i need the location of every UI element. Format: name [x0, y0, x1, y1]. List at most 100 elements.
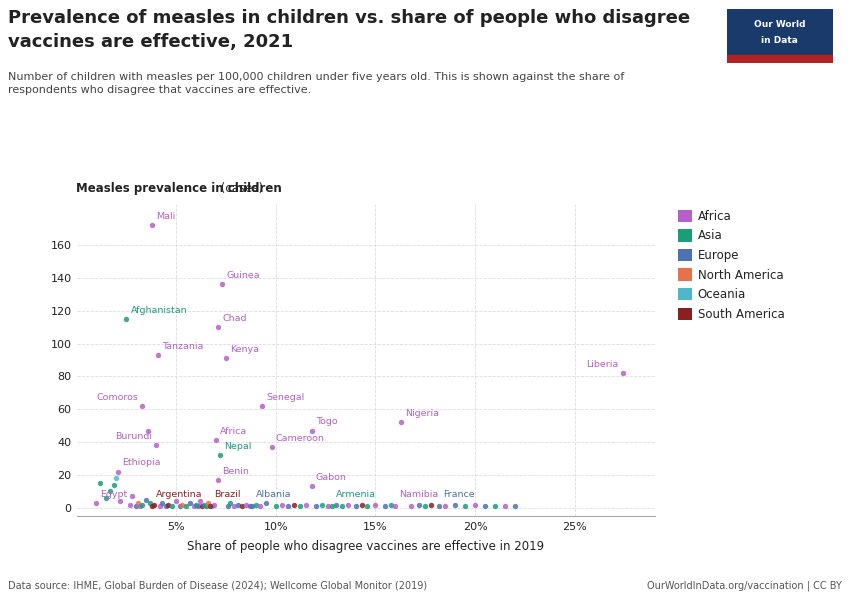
Point	[133, 502, 147, 511]
Point	[141, 426, 155, 436]
Point	[215, 280, 229, 289]
Point	[309, 502, 322, 511]
Point	[439, 502, 452, 511]
Text: Burundi: Burundi	[115, 432, 152, 441]
Text: Mali: Mali	[156, 212, 176, 221]
Text: Brazil: Brazil	[214, 490, 241, 499]
Point	[249, 500, 263, 509]
Point	[221, 502, 235, 511]
Bar	[727, 55, 833, 63]
Text: Albania: Albania	[256, 490, 292, 499]
Text: Number of children with measles per 100,000 children under five years old. This : Number of children with measles per 100,…	[8, 72, 625, 95]
Point	[227, 502, 241, 511]
Point	[104, 487, 117, 496]
Point	[449, 500, 462, 509]
Text: Cameroon: Cameroon	[276, 434, 325, 443]
Point	[468, 500, 482, 509]
Text: Kenya: Kenya	[230, 345, 259, 354]
Text: OurWorldInData.org/vaccination | CC BY: OurWorldInData.org/vaccination | CC BY	[647, 581, 842, 591]
Point	[320, 502, 334, 511]
Point	[394, 418, 408, 427]
Point	[211, 322, 224, 332]
Point	[211, 475, 224, 485]
Text: Nepal: Nepal	[224, 442, 252, 451]
Point	[293, 502, 307, 511]
Point	[201, 498, 215, 508]
Point	[314, 500, 328, 509]
Point	[245, 502, 258, 511]
Point	[169, 496, 183, 506]
Point	[190, 500, 203, 509]
Text: Ethiopia: Ethiopia	[122, 458, 161, 467]
Point	[179, 502, 193, 511]
Point	[193, 496, 207, 506]
Text: Armenia: Armenia	[336, 490, 376, 499]
Point	[197, 500, 211, 509]
Point	[147, 500, 161, 509]
Point	[239, 500, 252, 509]
Text: (cases): (cases)	[217, 182, 263, 195]
Point	[108, 480, 122, 490]
Point	[153, 502, 167, 511]
Text: Measles prevalence in children: Measles prevalence in children	[76, 182, 282, 195]
Point	[145, 221, 159, 230]
Point	[341, 500, 354, 509]
Point	[615, 368, 629, 378]
Point	[299, 500, 313, 509]
Point	[418, 502, 432, 511]
Point	[114, 496, 128, 506]
Text: Tanzania: Tanzania	[162, 342, 204, 351]
Point	[151, 350, 165, 360]
Point	[305, 426, 319, 436]
Point	[235, 502, 249, 511]
Point	[378, 502, 392, 511]
Text: Our World: Our World	[754, 20, 806, 29]
Point	[412, 500, 426, 509]
Point	[433, 502, 446, 511]
Text: Egypt: Egypt	[100, 490, 128, 499]
Point	[329, 500, 343, 509]
Point	[166, 502, 179, 511]
Point	[187, 502, 201, 511]
Point	[348, 502, 362, 511]
Text: Afghanistan: Afghanistan	[131, 306, 187, 315]
Text: Namibia: Namibia	[400, 490, 439, 499]
Legend: Africa, Asia, Europe, North America, Oceania, South America: Africa, Asia, Europe, North America, Oce…	[677, 210, 785, 320]
Text: Togo: Togo	[316, 418, 337, 427]
Point	[275, 500, 289, 509]
Text: Data source: IHME, Global Burden of Disease (2024); Wellcome Global Monitor (201: Data source: IHME, Global Burden of Dise…	[8, 581, 428, 591]
Point	[173, 502, 187, 511]
Point	[123, 500, 137, 509]
Point	[281, 502, 295, 511]
Point	[253, 502, 267, 511]
Point	[99, 493, 113, 503]
Point	[219, 353, 233, 363]
Point	[135, 500, 149, 509]
Point	[175, 500, 189, 509]
Point	[405, 502, 418, 511]
Point	[94, 478, 107, 488]
Point	[325, 502, 338, 511]
Point	[191, 502, 205, 511]
Point	[231, 500, 245, 509]
Point	[287, 500, 301, 509]
Point	[243, 502, 257, 511]
Point	[129, 502, 143, 511]
Point	[269, 502, 282, 511]
Point	[89, 498, 103, 508]
Point	[488, 502, 502, 511]
Point	[354, 500, 368, 509]
Point	[213, 451, 227, 460]
Point	[110, 473, 123, 483]
Point	[424, 500, 438, 509]
Text: Benin: Benin	[222, 467, 249, 476]
Point	[360, 502, 374, 511]
Point	[259, 498, 273, 508]
Text: vaccines are effective, 2021: vaccines are effective, 2021	[8, 33, 293, 51]
Point	[139, 495, 153, 505]
Point	[144, 498, 157, 508]
Text: Africa: Africa	[220, 427, 247, 436]
Point	[508, 502, 522, 511]
Point	[265, 442, 279, 452]
Text: Comoros: Comoros	[96, 393, 138, 402]
